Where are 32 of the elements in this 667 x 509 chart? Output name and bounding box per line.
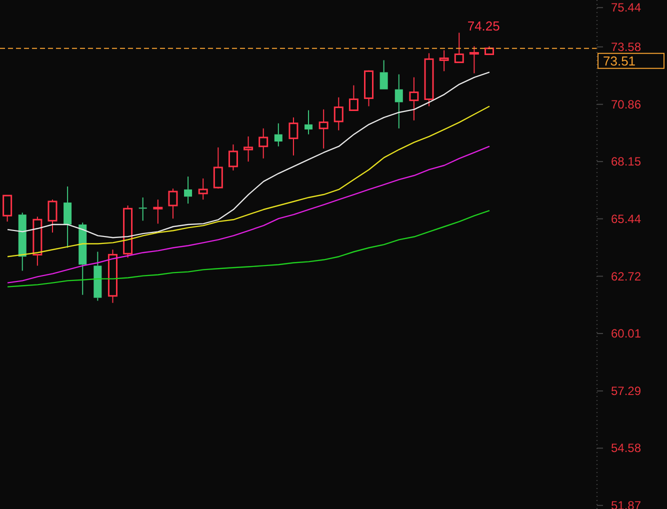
candlestick [78,222,87,296]
line-series [6,210,490,288]
y-tick-label: 65.44 [611,212,642,226]
line-series [6,106,490,258]
y-tick-label: 70.86 [611,97,642,112]
candlestick [108,249,118,304]
candlestick [394,74,403,129]
line-series [6,72,490,238]
candlestick [64,186,72,248]
y-tick-label: 68.15 [611,154,642,169]
candlestick [198,178,208,200]
candlestick [304,110,313,135]
candlestick [274,122,282,147]
candlestick [138,196,147,222]
candlestick [94,251,102,302]
candlestick [334,96,344,131]
candlestick [244,136,254,162]
ref-line-label: 73.51 [603,53,636,68]
candlestick [409,76,419,121]
y-tick-label: 73.58 [611,40,642,54]
y-tick-label: 75.44 [611,0,642,15]
candlestick [184,176,192,204]
candlestick [258,128,268,159]
candlestick [153,199,163,224]
annotation: 74.25 [467,18,500,34]
candlestick [18,212,26,272]
y-tick-label: 60.01 [611,326,642,340]
line-series [6,146,490,284]
y-tick-label: 57.29 [611,384,642,398]
candlestick [318,108,328,149]
y-tick-label: 54.58 [611,441,642,456]
y-tick-label: 62.72 [611,269,642,284]
